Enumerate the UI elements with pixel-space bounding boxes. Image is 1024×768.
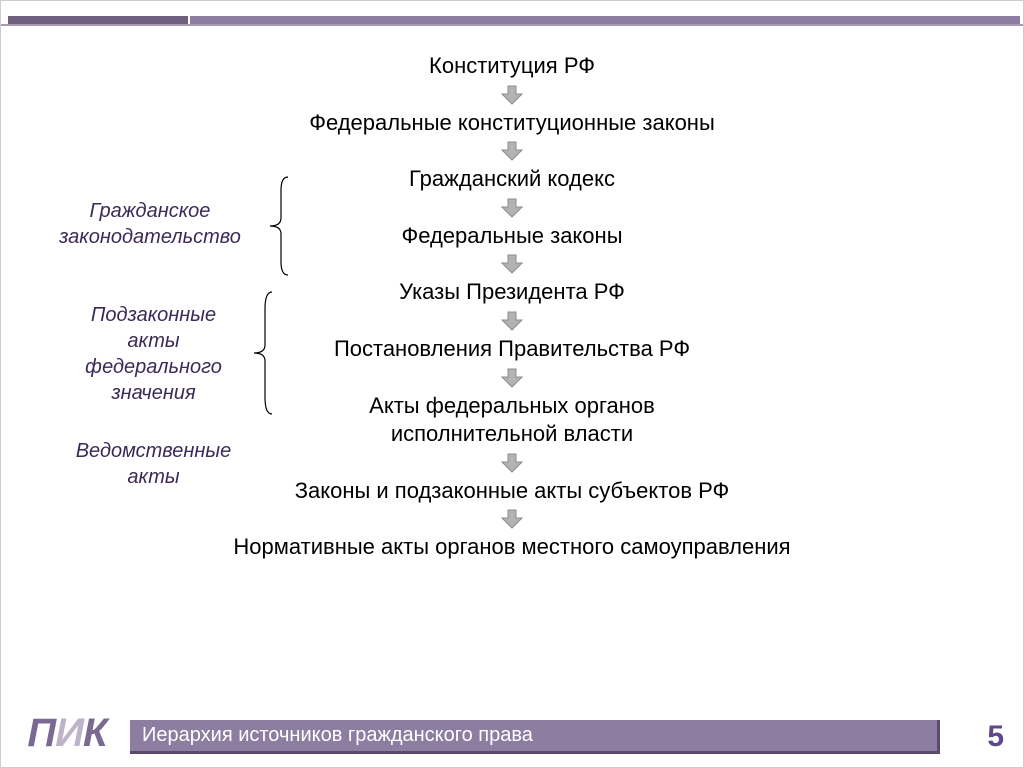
down-arrow-icon: [501, 453, 523, 473]
footer-title-bar: Иерархия источников гражданского права: [130, 720, 940, 754]
page-number: 5: [987, 720, 1004, 754]
side-label: Подзаконныеактыфедеральногозначения: [66, 302, 241, 406]
hierarchy-node: Конституция РФ: [429, 50, 595, 83]
side-label: Гражданскоезаконодательство: [40, 198, 260, 250]
top-bar: [0, 0, 1024, 26]
logo: П И К: [8, 706, 126, 760]
logo-text: П И К: [27, 711, 106, 756]
content-area: Конституция РФ Федеральные конституционн…: [0, 40, 1024, 700]
top-bar-seg1: [8, 16, 188, 24]
hierarchy-node: Указы Президента РФ: [399, 276, 625, 309]
hierarchy-node: Законы и подзаконные акты субъектов РФ: [295, 475, 730, 508]
hierarchy-node: Федеральные конституционные законы: [309, 107, 715, 140]
hierarchy-node: Постановления Правительства РФ: [334, 333, 690, 366]
down-arrow-icon: [501, 311, 523, 331]
logo-letter-p: П: [27, 711, 55, 756]
side-label: Ведомственныеакты: [56, 438, 251, 490]
logo-letter-k: К: [83, 711, 107, 756]
brace-icon: [252, 290, 274, 421]
hierarchy-node: Гражданский кодекс: [409, 163, 615, 196]
down-arrow-icon: [501, 254, 523, 274]
top-bar-seg2: [190, 16, 1020, 24]
logo-letter-i: И: [55, 711, 83, 756]
down-arrow-icon: [501, 85, 523, 105]
hierarchy-node: Нормативные акты органов местного самоуп…: [233, 531, 790, 564]
down-arrow-icon: [501, 368, 523, 388]
footer-title: Иерархия источников гражданского права: [142, 724, 533, 747]
hierarchy-node: Акты федеральных органовисполнительной в…: [369, 390, 655, 451]
brace-icon: [268, 175, 290, 282]
down-arrow-icon: [501, 198, 523, 218]
down-arrow-icon: [501, 141, 523, 161]
footer: П И К Иерархия источников гражданского п…: [0, 702, 1024, 768]
down-arrow-icon: [501, 509, 523, 529]
hierarchy-node: Федеральные законы: [401, 220, 622, 253]
